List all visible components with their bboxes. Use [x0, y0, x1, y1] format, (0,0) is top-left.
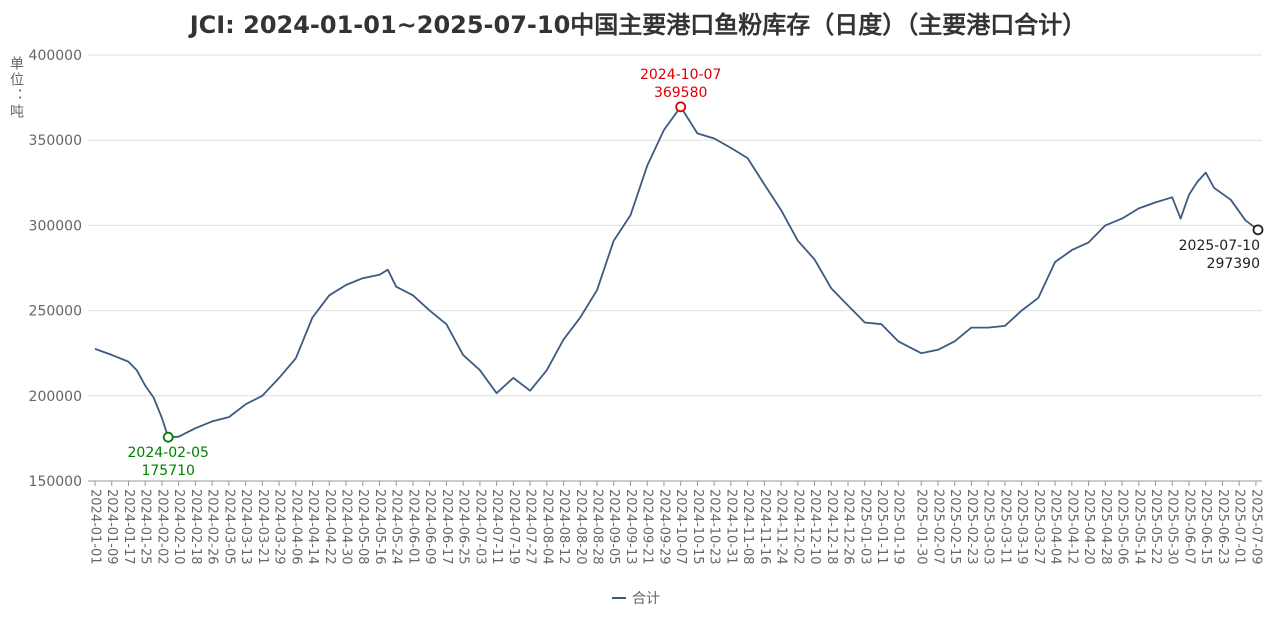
x-tick-label: 2024-12-02	[790, 489, 805, 565]
x-tick-label: 2025-03-03	[981, 489, 996, 565]
x-tick-label: 2025-01-03	[857, 489, 872, 565]
x-tick-label: 2024-11-24	[774, 489, 789, 565]
x-tick-label: 2025-01-19	[891, 489, 906, 565]
legend-label: 合计	[632, 591, 660, 607]
x-tick-label: 2024-06-01	[405, 489, 420, 565]
x-tick-label: 2024-05-24	[389, 489, 404, 565]
x-tick-label: 2024-09-21	[640, 489, 655, 565]
y-axis-label: 单位：吨	[8, 56, 24, 120]
x-tick-label: 2024-10-07	[673, 489, 688, 565]
x-tick-label: 2024-12-18	[824, 489, 839, 565]
x-tick-label: 2024-01-01	[88, 489, 103, 565]
x-tick-label: 2025-04-04	[1048, 489, 1063, 565]
x-tick-label: 2024-03-29	[272, 489, 287, 565]
x-tick-label: 2025-06-23	[1215, 489, 1230, 565]
x-tick-label: 2024-01-09	[104, 489, 119, 565]
annotation-marker	[675, 101, 687, 113]
x-tick-label: 2024-07-11	[489, 489, 504, 565]
x-tick-label: 2024-03-21	[255, 489, 270, 565]
x-tick-label: 2024-04-22	[322, 489, 337, 565]
x-tick-label: 2025-03-11	[997, 489, 1012, 565]
x-tick-label: 2024-08-04	[539, 489, 554, 565]
x-tick-label: 2024-09-13	[623, 489, 638, 565]
x-tick-label: 2025-06-07	[1181, 489, 1196, 565]
annotation-marker	[1252, 224, 1264, 236]
x-tick-label: 2024-09-29	[656, 489, 671, 565]
annotation-marker	[162, 431, 174, 443]
chart-title: JCI: 2024-01-01~2025-07-10中国主要港口鱼粉库存（日度）…	[188, 11, 1087, 39]
x-tick-label: 2025-07-09	[1248, 489, 1263, 565]
x-tick-label: 2024-04-06	[288, 489, 303, 565]
x-tick-label: 2025-06-15	[1198, 489, 1213, 565]
x-tick-label: 2024-01-25	[138, 489, 153, 565]
annotation-value: 369580	[654, 85, 707, 101]
annotation-date: 2025-07-10	[1179, 238, 1260, 254]
x-tick-label: 2024-02-10	[171, 489, 186, 565]
x-tick-label: 2025-05-14	[1131, 489, 1146, 565]
x-tick-label: 2024-11-08	[740, 489, 755, 565]
x-tick-label: 2025-02-15	[947, 489, 962, 565]
y-tick-label: 150000	[29, 474, 82, 490]
x-tick-label: 2025-07-01	[1232, 489, 1247, 565]
x-tick-label: 2024-03-05	[221, 489, 236, 565]
series-line	[94, 105, 1259, 439]
x-tick-label: 2024-03-13	[238, 489, 253, 565]
x-tick-label: 2025-05-06	[1115, 489, 1130, 565]
x-tick-label: 2024-04-14	[305, 489, 320, 565]
x-tick-label: 2024-07-27	[523, 489, 538, 565]
x-tick-label: 2024-01-17	[121, 489, 136, 565]
x-tick-label: 2024-06-25	[456, 489, 471, 565]
x-tick-label: 2025-04-28	[1098, 489, 1113, 565]
annotation-value: 175710	[141, 463, 194, 479]
x-tick-label: 2024-04-30	[339, 489, 354, 565]
x-tick-label: 2025-01-11	[874, 489, 889, 565]
x-tick-label: 2024-06-17	[439, 489, 454, 565]
x-tick-label: 2024-02-18	[188, 489, 203, 565]
x-tick-label: 2024-07-03	[472, 489, 487, 565]
x-tick-label: 2025-02-23	[964, 489, 979, 565]
x-tick-label: 2025-03-27	[1031, 489, 1046, 565]
x-tick-label: 2024-10-31	[723, 489, 738, 565]
x-tick-label: 2025-03-19	[1014, 489, 1029, 565]
y-tick-label: 400000	[29, 48, 82, 64]
y-tick-label: 250000	[29, 304, 82, 320]
x-tick-label: 2024-09-05	[606, 489, 621, 565]
x-tick-label: 2024-08-20	[573, 489, 588, 565]
x-tick-label: 2024-08-12	[556, 489, 571, 565]
annotation-date: 2024-10-07	[640, 67, 721, 83]
y-tick-label: 200000	[29, 389, 82, 405]
x-tick-label: 2024-02-26	[205, 489, 220, 565]
x-tick-label: 2024-08-28	[590, 489, 605, 565]
x-tick-label: 2025-01-30	[914, 489, 929, 565]
annotation-date: 2024-02-05	[128, 445, 209, 461]
x-tick-label: 2024-12-10	[807, 489, 822, 565]
annotation-value: 297390	[1207, 256, 1260, 272]
x-tick-label: 2024-02-02	[154, 489, 169, 565]
y-tick-label: 350000	[29, 133, 82, 149]
x-tick-label: 2024-12-26	[841, 489, 856, 565]
x-tick-label: 2024-11-16	[757, 489, 772, 565]
x-tick-label: 2024-10-15	[690, 489, 705, 565]
y-tick-label: 300000	[29, 218, 82, 234]
x-tick-label: 2025-04-20	[1081, 489, 1096, 565]
x-tick-label: 2025-02-07	[930, 489, 945, 565]
x-tick-label: 2025-04-12	[1064, 489, 1079, 565]
x-tick-label: 2025-05-22	[1148, 489, 1163, 565]
x-tick-label: 2024-10-23	[707, 489, 722, 565]
x-tick-label: 2024-06-09	[422, 489, 437, 565]
x-tick-label: 2025-05-30	[1165, 489, 1180, 565]
x-tick-label: 2024-05-16	[372, 489, 387, 565]
x-tick-label: 2024-05-08	[355, 489, 370, 565]
x-tick-label: 2024-07-19	[506, 489, 521, 565]
